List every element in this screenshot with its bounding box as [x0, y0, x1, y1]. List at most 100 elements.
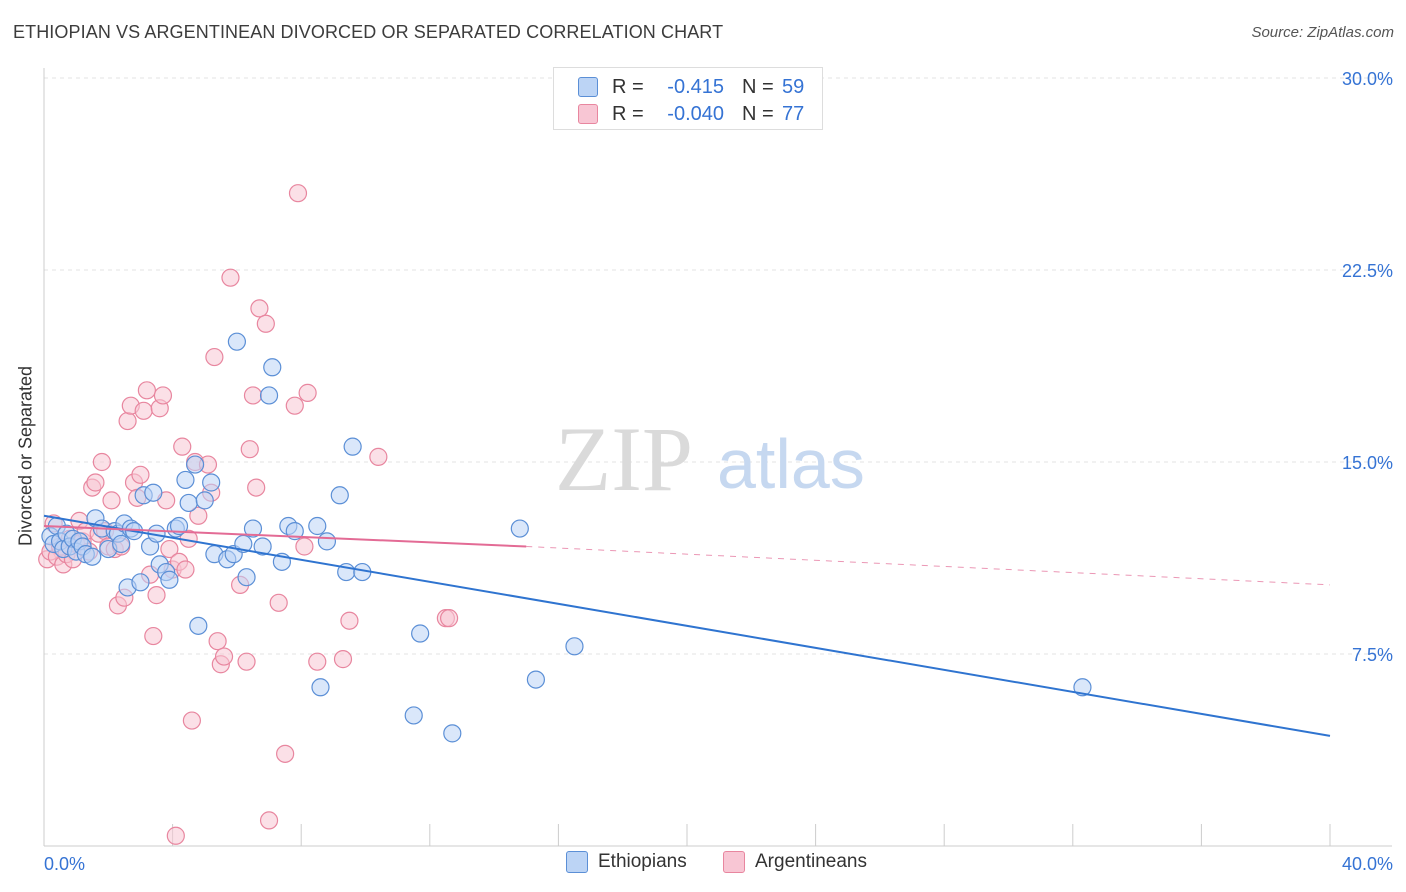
argentineans-trend-extension — [526, 545, 1331, 586]
r-label: R = — [612, 102, 644, 125]
watermark: ZIP atlas — [555, 408, 865, 510]
chart-title: ETHIOPIAN VS ARGENTINEAN DIVORCED OR SEP… — [13, 22, 724, 42]
argentinean-point — [160, 539, 179, 559]
ethiopian-point — [189, 616, 208, 635]
argentinean-point — [439, 609, 459, 628]
argentinean-point — [182, 711, 201, 730]
argentinean-point — [118, 411, 137, 431]
ethiopians-trend-line — [43, 514, 1331, 737]
ethiopian-point — [317, 532, 337, 551]
r-value: -0.040 — [667, 102, 724, 125]
trend-layer — [43, 514, 1331, 737]
ethiopians-legend-swatch — [566, 851, 588, 873]
argentinean-point — [153, 386, 173, 405]
ethiopian-point — [259, 386, 279, 405]
argentinean-point — [134, 401, 153, 420]
argentinean-point — [333, 650, 353, 669]
ethiopian-point — [160, 570, 179, 589]
argentinean-point — [144, 626, 163, 646]
argentinean-point — [131, 465, 150, 484]
ethiopian-point — [311, 678, 330, 697]
argentinean-point — [173, 437, 192, 456]
legend-item-ethiopians[interactable]: Ethiopians — [566, 851, 687, 873]
points-layer — [38, 184, 1092, 845]
argentinean-point — [189, 506, 208, 525]
argentinean-point — [176, 560, 195, 579]
argentinean-point — [256, 314, 275, 333]
ethiopian-point — [179, 493, 198, 513]
argentineans-legend-swatch — [723, 851, 745, 873]
argentinean-point — [243, 386, 263, 405]
argentinean-point — [147, 586, 166, 605]
ethiopian-point — [195, 491, 214, 510]
y-tick-label: 7.5% — [1352, 645, 1393, 665]
argentinean-point — [92, 452, 111, 472]
argentineans-swatch — [578, 104, 598, 124]
argentinean-point — [295, 537, 314, 556]
ethiopians-legend-label: Ethiopians — [598, 851, 687, 872]
legend-item-argentineans[interactable]: Argentineans — [723, 851, 867, 873]
argentinean-point — [288, 184, 308, 203]
argentinean-point — [340, 611, 359, 630]
ethiopian-point — [144, 483, 163, 502]
ethiopian-point — [330, 486, 349, 505]
tick-labels: 7.5% 15.0% 22.5% 30.0% 0.0% 40.0% — [44, 69, 1393, 874]
n-value: 59 — [782, 75, 805, 98]
ethiopian-point — [243, 519, 263, 538]
ethiopian-point — [510, 519, 529, 538]
ethiopian-point — [176, 470, 195, 490]
legend-row-argentineans: R = -0.040 N = 77 — [578, 101, 804, 127]
n-label: N = — [742, 102, 774, 125]
argentinean-point — [137, 381, 156, 400]
argentinean-point — [205, 347, 224, 367]
argentinean-point — [166, 826, 185, 845]
argentinean-point — [240, 440, 259, 459]
argentinean-point — [208, 632, 227, 651]
ethiopian-point — [1073, 678, 1092, 697]
r-label: R = — [612, 75, 644, 98]
y-tick-label: 30.0% — [1342, 69, 1393, 89]
argentinean-point — [285, 396, 304, 415]
ethiopian-point — [565, 637, 584, 656]
ethiopian-point — [263, 358, 282, 377]
x-tick-label: 40.0% — [1342, 854, 1393, 874]
argentinean-point — [102, 491, 121, 510]
n-value: 77 — [782, 102, 805, 125]
argentinean-point — [221, 268, 240, 287]
source-label: Source: ZipAtlas.com — [1251, 24, 1394, 41]
ethiopian-point — [227, 332, 246, 351]
argentinean-point — [276, 744, 295, 763]
argentinean-point — [250, 299, 269, 318]
ethiopian-point — [404, 706, 423, 725]
grid-layer — [44, 77, 1392, 655]
ethiopian-point — [83, 547, 102, 566]
argentinean-point — [247, 478, 266, 497]
ethiopian-point — [308, 516, 327, 536]
ethiopian-point — [237, 568, 256, 587]
argentinean-point — [298, 383, 317, 402]
watermark-atlas: atlas — [717, 425, 865, 503]
ethiopian-point — [343, 437, 362, 456]
ethiopian-point — [443, 724, 462, 743]
watermark-zip: ZIP — [555, 408, 693, 510]
ethiopian-point — [112, 534, 131, 554]
argentinean-point — [86, 473, 105, 492]
ethiopian-point — [253, 537, 272, 556]
n-label: N = — [742, 75, 774, 98]
axis-layer — [43, 68, 1392, 847]
argentinean-point — [369, 447, 388, 466]
correlation-legend: R = -0.415 N = 59 R = -0.040 N = 77 — [553, 67, 823, 130]
r-value: -0.415 — [667, 75, 724, 98]
argentineans-legend-label: Argentineans — [755, 851, 867, 872]
ethiopian-point — [202, 473, 221, 492]
argentinean-point — [214, 647, 234, 666]
argentinean-point — [259, 811, 279, 830]
ethiopian-point — [526, 670, 545, 689]
argentinean-point — [269, 593, 288, 612]
argentinean-point — [308, 652, 327, 671]
y-tick-label: 15.0% — [1342, 453, 1393, 473]
legend-row-ethiopians: R = -0.415 N = 59 — [578, 74, 804, 100]
ethiopian-point — [285, 522, 304, 541]
ethiopian-point — [411, 624, 430, 643]
